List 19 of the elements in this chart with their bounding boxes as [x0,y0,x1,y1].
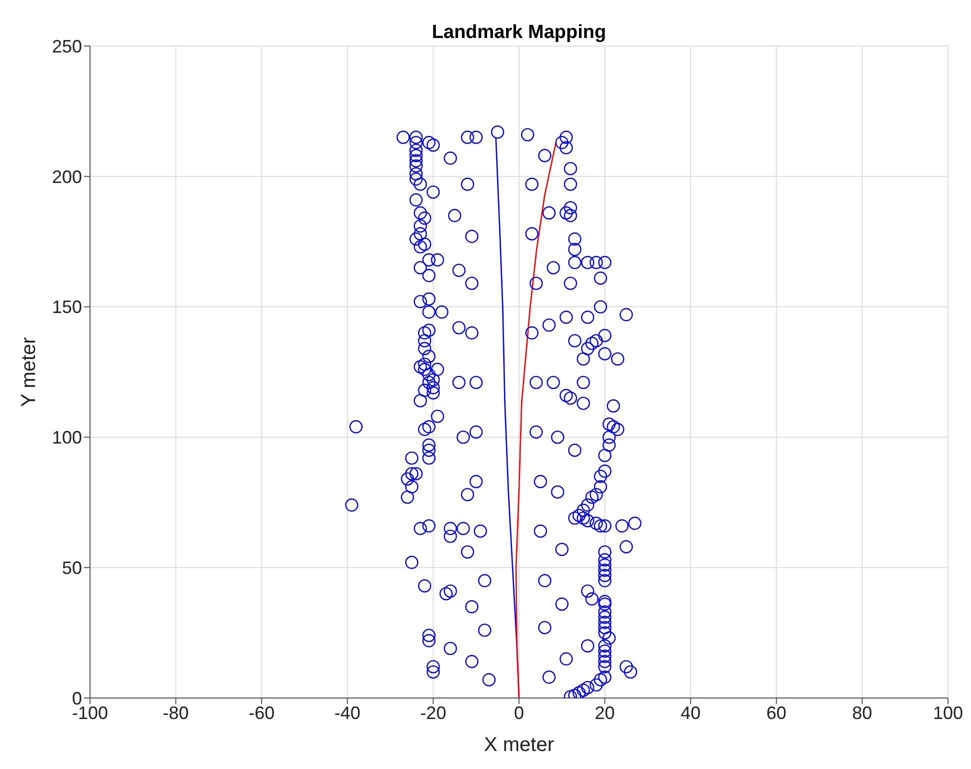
x-tick-label: 100 [932,702,964,723]
x-tick-label: 60 [766,702,786,723]
y-tick-label: 0 [72,688,82,708]
x-tick-label: 0 [514,702,524,723]
y-tick-label: 150 [52,297,82,318]
y-tick-label: 50 [62,558,82,578]
x-tick-label: 40 [680,702,701,723]
x-tick-label: -80 [162,702,189,723]
y-tick-label: 200 [52,166,82,187]
y-tick-label: 100 [52,428,82,448]
y-tick-label: 250 [52,36,82,56]
x-tick-label: -60 [248,702,275,723]
x-tick-label: 80 [852,702,872,723]
x-axis-title: X meter [484,734,554,756]
chart-title: Landmark Mapping [430,22,608,44]
y-axis-title: Y meter [18,336,40,407]
x-tick-label: 20 [594,702,615,723]
x-tick-label: -20 [420,702,446,723]
x-tick-label: -40 [334,702,360,723]
